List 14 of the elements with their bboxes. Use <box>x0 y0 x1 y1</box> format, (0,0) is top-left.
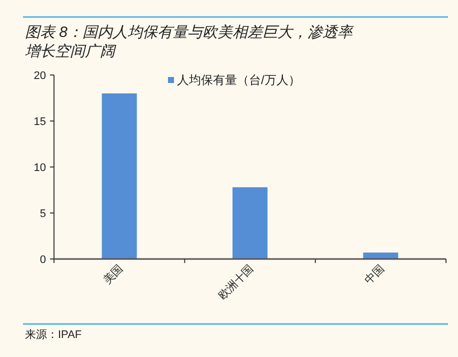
x-tick-label: 欧洲十国 <box>216 262 256 302</box>
y-tick-label: 0 <box>40 254 46 266</box>
x-tick-label: 美国 <box>100 262 126 287</box>
y-tick-label: 10 <box>34 162 46 174</box>
legend-label: 人均保有量（台/万人） <box>177 73 300 87</box>
y-tick-label: 15 <box>34 116 46 128</box>
y-tick-label: 20 <box>34 70 46 82</box>
y-tick-label: 5 <box>40 208 46 220</box>
bar <box>363 252 398 259</box>
bar <box>102 93 137 259</box>
source-note: 来源：IPAF <box>25 328 82 341</box>
chart-title: 图表 8：国内人均保有量与欧美相差巨大，渗透率增长空间广阔 <box>25 24 355 60</box>
bar <box>232 187 268 259</box>
x-tick-label: 中国 <box>362 262 387 287</box>
